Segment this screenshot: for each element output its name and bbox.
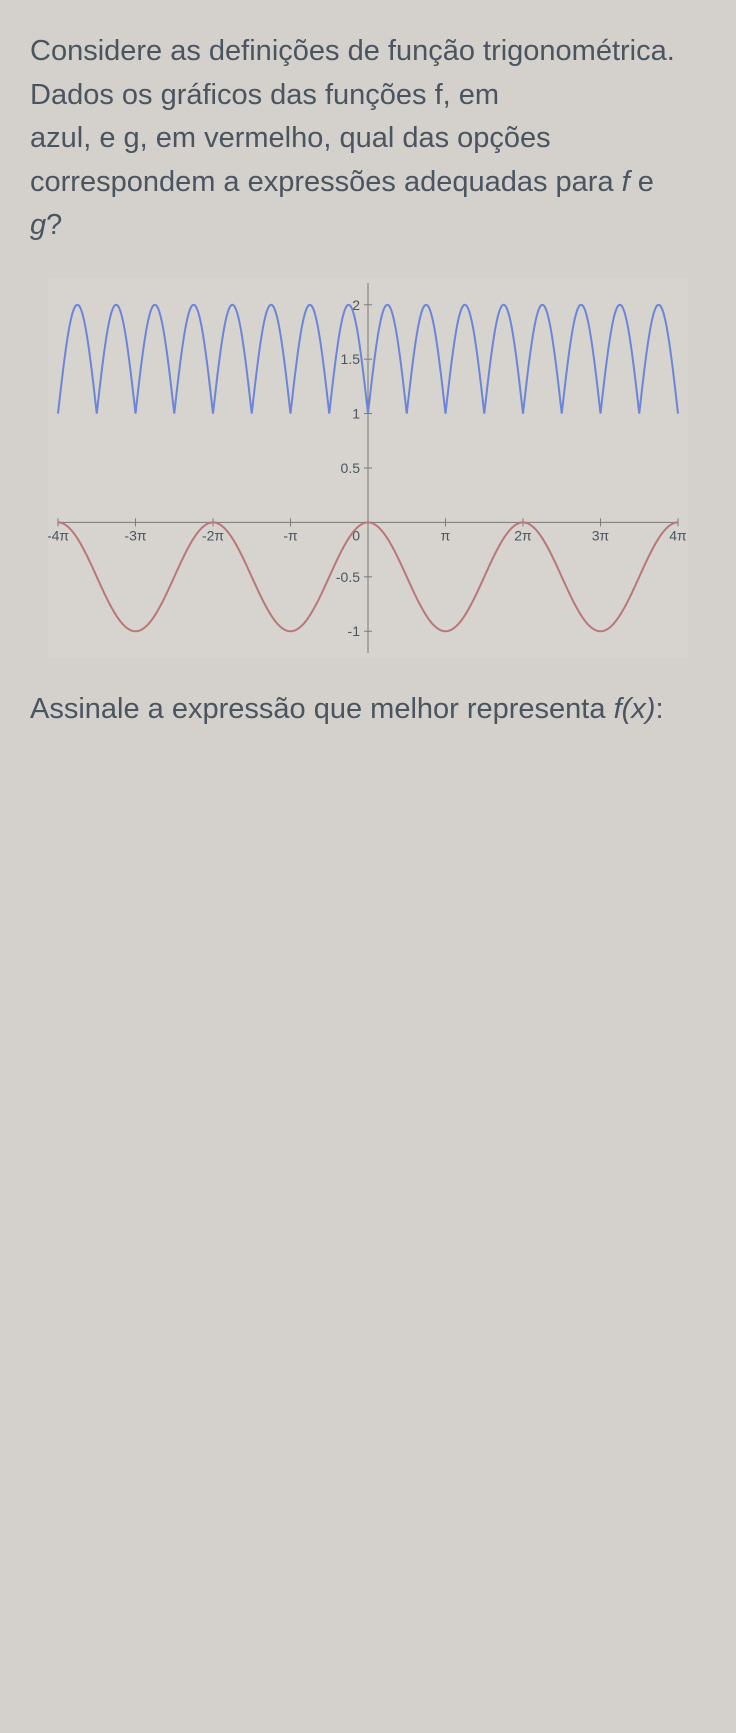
question-line2-pre: azul, e g, em vermelho, qual das opções … — [30, 122, 622, 198]
chart-svg: -4π-3π-2π-π0π2π3π4π-1-0.50.511.52 — [48, 278, 688, 658]
x-tick-label: -4π — [48, 527, 69, 543]
choice-prompt: Assinale a expressão que melhor represen… — [30, 688, 706, 732]
prompt-pre: Assinale a expressão que melhor represen… — [30, 693, 614, 725]
x-tick-label: 2π — [514, 527, 532, 543]
question-mark: ? — [46, 209, 62, 241]
x-tick-label: 4π — [669, 527, 687, 543]
y-tick-label: 1 — [352, 405, 360, 421]
y-tick-label: -0.5 — [336, 568, 360, 584]
exercise-page: Considere as definições de função trigon… — [0, 0, 736, 771]
question-paragraph: Considere as definições de função trigon… — [30, 30, 706, 248]
x-tick-label: -π — [283, 527, 298, 543]
question-line2-mid: e — [630, 166, 654, 198]
x-tick-label: 3π — [592, 527, 610, 543]
x-tick-label: π — [441, 527, 451, 543]
prompt-post: : — [655, 693, 663, 725]
y-tick-label: 0.5 — [341, 460, 361, 476]
question-g-var: g — [30, 209, 46, 241]
question-f-var: f — [622, 166, 630, 198]
trig-chart: -4π-3π-2π-π0π2π3π4π-1-0.50.511.52 — [48, 278, 688, 658]
y-tick-label: 1.5 — [341, 351, 361, 367]
prompt-fx: f(x) — [614, 693, 656, 725]
x-tick-label: -2π — [202, 527, 224, 543]
question-line1: Considere as definições de função trigon… — [30, 35, 675, 111]
y-tick-label: -1 — [348, 623, 361, 639]
x-tick-label: -3π — [124, 527, 146, 543]
